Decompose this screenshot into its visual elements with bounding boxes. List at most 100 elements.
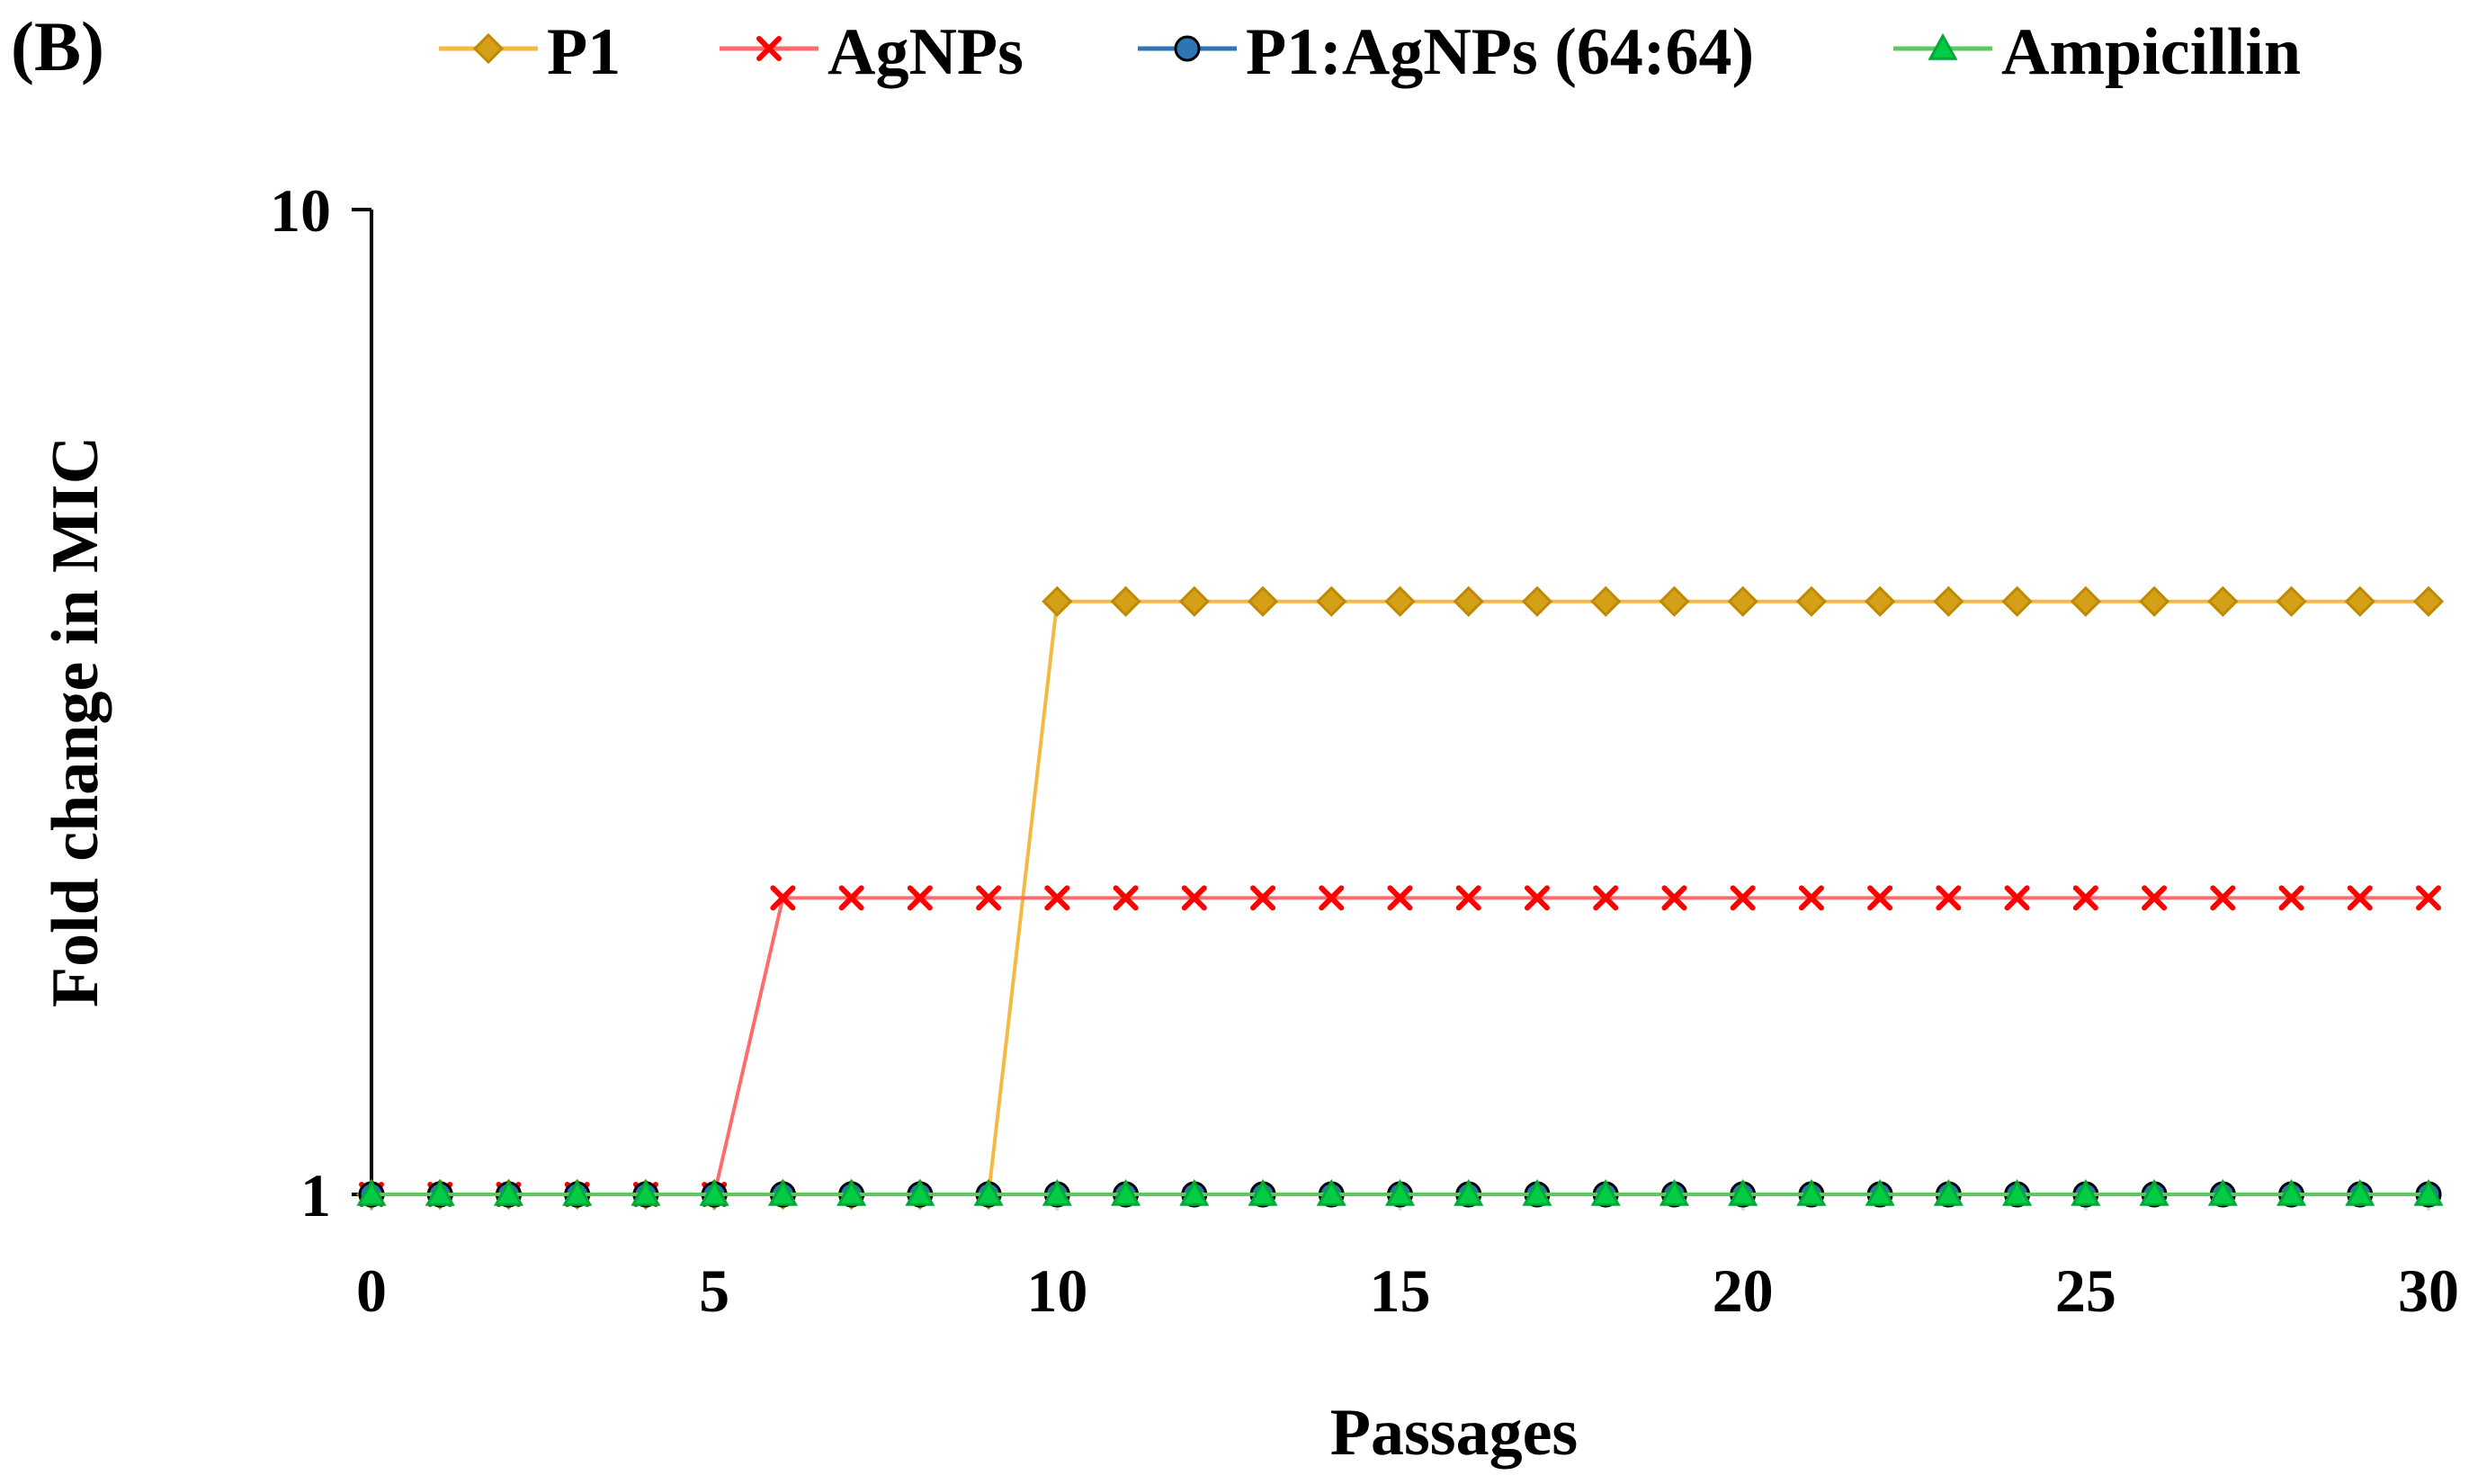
diamond-marker bbox=[1110, 586, 1141, 617]
triangle-marker bbox=[493, 1178, 524, 1206]
diamond-marker bbox=[1042, 586, 1073, 617]
x-ticks: 0 5 10 15 20 25 30 bbox=[356, 1194, 2459, 1325]
triangle-marker bbox=[562, 1178, 593, 1206]
triangle-marker bbox=[2413, 1178, 2444, 1206]
diamond-marker bbox=[1659, 586, 1690, 617]
x-marker-stroke bbox=[907, 885, 933, 911]
x-marker bbox=[907, 885, 933, 911]
triangle-marker bbox=[2207, 1178, 2238, 1206]
diamond-marker bbox=[1453, 586, 1484, 617]
diamond-marker bbox=[1316, 586, 1347, 617]
x-marker-stroke bbox=[838, 885, 864, 911]
y-axis-title: Fold change in MIC bbox=[39, 436, 112, 1007]
x-marker bbox=[1730, 885, 1756, 911]
diamond-marker bbox=[2207, 586, 2239, 617]
x-marker-stroke bbox=[1455, 885, 1481, 911]
x-tick-label: 15 bbox=[1370, 1256, 1431, 1325]
triangle-marker bbox=[1933, 1178, 1964, 1206]
triangle-marker bbox=[1796, 1178, 1827, 1206]
x-marker bbox=[1867, 885, 1893, 911]
diamond-marker bbox=[1865, 586, 1896, 617]
x-tick-label: 25 bbox=[2055, 1256, 2116, 1325]
circle-marker bbox=[1174, 35, 1201, 62]
triangle-marker bbox=[1865, 1178, 1895, 1206]
x-marker bbox=[2072, 885, 2098, 911]
triangle-marker bbox=[631, 1178, 661, 1206]
legend-item-ampicillin: Ampicillin bbox=[1893, 15, 2301, 89]
triangle-marker bbox=[425, 1178, 455, 1206]
triangle-marker bbox=[1111, 1178, 1141, 1206]
x-marker bbox=[2347, 885, 2373, 911]
x-marker bbox=[1387, 885, 1413, 911]
x-marker-stroke bbox=[976, 885, 1002, 911]
triangle-marker bbox=[1522, 1178, 1552, 1206]
y-tick-label: 10 bbox=[270, 176, 331, 245]
x-marker bbox=[976, 885, 1002, 911]
legend-label: Ampicillin bbox=[2001, 15, 2301, 89]
x-marker-stroke bbox=[2210, 885, 2236, 911]
x-marker-stroke bbox=[1867, 885, 1893, 911]
x-marker bbox=[838, 885, 864, 911]
x-marker-stroke bbox=[1319, 885, 1345, 911]
x-marker-stroke bbox=[1387, 885, 1413, 911]
x-tick-label: 10 bbox=[1026, 1256, 1087, 1325]
triangle-marker bbox=[2345, 1178, 2375, 1206]
x-tick-label: 30 bbox=[2398, 1256, 2459, 1325]
triangle-marker bbox=[1590, 1178, 1621, 1206]
diamond-marker bbox=[472, 32, 505, 65]
x-marker-stroke bbox=[2004, 885, 2030, 911]
legend-label: P1:AgNPs (64:64) bbox=[1246, 15, 1754, 89]
diamond-marker bbox=[1521, 586, 1553, 617]
x-marker-stroke bbox=[1936, 885, 1962, 911]
triangle-marker bbox=[2276, 1178, 2307, 1206]
diamond-marker bbox=[2276, 586, 2307, 617]
x-marker bbox=[1181, 885, 1207, 911]
diamond-marker bbox=[1933, 586, 1964, 617]
x-marker bbox=[2416, 885, 2441, 911]
triangle-marker bbox=[836, 1178, 867, 1206]
x-tick-label: 20 bbox=[1713, 1256, 1774, 1325]
axes: 1 10 0 5 10 15 20 25 30 bbox=[270, 176, 2459, 1325]
x-marker bbox=[1661, 885, 1687, 911]
x-marker-stroke bbox=[2347, 885, 2373, 911]
triangle-marker bbox=[2071, 1178, 2101, 1206]
x-marker-stroke bbox=[1593, 885, 1619, 911]
x-marker bbox=[1524, 885, 1550, 911]
x-marker bbox=[2278, 885, 2304, 911]
x-marker-stroke bbox=[2278, 885, 2304, 911]
x-marker-stroke bbox=[1730, 885, 1756, 911]
legend-item-p1: P1 bbox=[439, 15, 621, 89]
triangle-marker bbox=[2002, 1178, 2033, 1206]
triangle-marker bbox=[1316, 1178, 1346, 1206]
series-line bbox=[371, 896, 2429, 1196]
x-marker-stroke bbox=[2142, 885, 2168, 911]
x-tick-label: 5 bbox=[699, 1256, 729, 1325]
x-marker-stroke bbox=[2416, 885, 2441, 911]
diamond-marker bbox=[2001, 586, 2033, 617]
x-marker-stroke bbox=[1181, 885, 1207, 911]
diamond-marker bbox=[1590, 586, 1622, 617]
triangle-marker bbox=[1728, 1178, 1758, 1206]
x-marker bbox=[1250, 885, 1276, 911]
diamond-marker bbox=[1727, 586, 1758, 617]
triangle-marker bbox=[1659, 1178, 1689, 1206]
triangle-marker bbox=[1454, 1178, 1484, 1206]
diamond-marker bbox=[1178, 586, 1210, 617]
x-tick-label: 0 bbox=[356, 1256, 387, 1325]
x-marker-stroke bbox=[1524, 885, 1550, 911]
diamond-marker bbox=[2070, 586, 2101, 617]
x-marker bbox=[1593, 885, 1619, 911]
x-marker-stroke bbox=[1044, 885, 1070, 911]
x-marker-stroke bbox=[1250, 885, 1276, 911]
diamond-marker bbox=[1384, 586, 1416, 617]
triangle-marker bbox=[1384, 1178, 1416, 1206]
legend-label: AgNPs bbox=[827, 15, 1024, 89]
y-tick-label: 1 bbox=[300, 1161, 331, 1229]
x-marker-stroke bbox=[1661, 885, 1687, 911]
triangle-marker bbox=[356, 1178, 387, 1206]
x-marker bbox=[756, 36, 782, 61]
triangle-marker bbox=[1928, 32, 1958, 60]
diamond-marker bbox=[2412, 586, 2445, 617]
triangle-marker bbox=[699, 1178, 729, 1206]
